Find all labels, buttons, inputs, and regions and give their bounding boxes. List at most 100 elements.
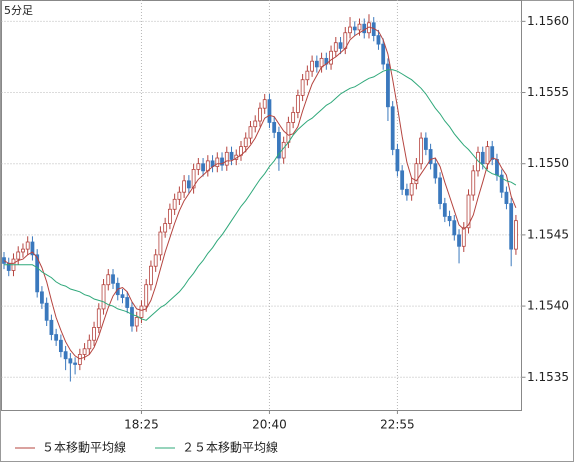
candle-body [438, 177, 442, 204]
candle-body [163, 223, 168, 233]
candle-body [258, 107, 262, 122]
y-tick-label: 1.1560 [527, 14, 569, 28]
candle-body [352, 26, 357, 31]
candle-body [49, 319, 54, 335]
candle-body [471, 170, 476, 196]
candle-body [120, 294, 125, 298]
candle-body [338, 42, 343, 49]
y-tick-label: 1.1550 [527, 156, 569, 170]
candle-body [73, 362, 77, 365]
candle-body [310, 60, 315, 72]
candle-body [125, 297, 130, 308]
candle-body [68, 358, 73, 364]
candle-body [461, 227, 466, 247]
candle-body [63, 351, 68, 360]
candle-body [30, 241, 35, 256]
candle-body [191, 169, 196, 189]
candle-body [348, 26, 352, 34]
candle-body [277, 131, 281, 159]
candle-body [419, 137, 424, 165]
candle-body [40, 291, 44, 304]
candle-body [96, 308, 101, 328]
candle-body [442, 203, 447, 217]
candle-body [182, 180, 187, 193]
candle-body [509, 203, 514, 250]
candle-body [480, 151, 485, 165]
candle-body [499, 174, 504, 193]
candle-body [149, 265, 153, 286]
candle-body [281, 141, 286, 159]
candle-body [54, 334, 59, 341]
candle-body [428, 149, 433, 165]
candle-body [139, 305, 144, 318]
x-tick-label: 20:40 [252, 418, 287, 432]
chart-title: 5分足 [4, 4, 33, 17]
candle-body [262, 99, 267, 109]
candle-body [167, 208, 172, 224]
candle-body [466, 194, 471, 229]
candle-body [386, 63, 390, 108]
candle-body [144, 284, 149, 307]
candle-body [400, 170, 405, 190]
candle-body [490, 146, 495, 160]
candle-body [253, 120, 258, 128]
x-tick-label: 22:55 [380, 418, 415, 432]
candle-body [92, 327, 96, 341]
candle-body [243, 137, 248, 148]
candle-body [21, 248, 25, 253]
candle-body [35, 254, 40, 293]
candle-body [220, 157, 224, 166]
candle-body [333, 42, 338, 52]
candle-body [485, 146, 490, 165]
candle-body [286, 122, 291, 143]
candle-body [300, 79, 305, 96]
candle-body [305, 70, 310, 81]
candle-body [248, 126, 253, 139]
candle-body [452, 220, 457, 236]
candle-body [357, 23, 362, 31]
candle-body [390, 106, 395, 150]
x-tick-label: 18:25 [124, 418, 159, 432]
y-tick-label: 1.1555 [527, 85, 569, 99]
candle-body [409, 183, 414, 196]
candle-body [87, 339, 92, 350]
candle-body [77, 354, 82, 365]
candle-body [111, 274, 115, 284]
candle-body [291, 112, 296, 123]
candle-body [153, 254, 158, 267]
candle-body [381, 43, 386, 65]
candle-body [134, 317, 139, 327]
candle-body [433, 163, 438, 179]
candle-body [504, 191, 509, 204]
candle-body [186, 180, 191, 189]
candle-body [314, 60, 319, 68]
y-tick-label: 1.1540 [527, 299, 569, 313]
candle-body [272, 122, 277, 133]
candle-body [101, 284, 106, 310]
candle-body [404, 188, 409, 196]
candle-body [319, 57, 324, 68]
y-tick-label: 1.1545 [527, 227, 569, 241]
candle-body [514, 220, 518, 250]
candle-body [295, 94, 300, 113]
candle-body [58, 339, 63, 353]
candle-body [16, 251, 21, 260]
ma-line [4, 69, 517, 321]
candle-body [25, 241, 30, 250]
plot-area [1, 0, 522, 411]
legend-label: ２５本移動平均線 [182, 440, 278, 455]
candle-body [376, 35, 381, 45]
candle-body [201, 163, 205, 172]
legend-label: ５本移動平均線 [42, 440, 126, 455]
candle-body [44, 302, 49, 321]
candle-body [106, 274, 111, 286]
candle-body [177, 191, 182, 200]
candle-body [158, 231, 163, 256]
candle-body [395, 149, 400, 172]
candle-body [362, 23, 367, 34]
candle-body [196, 163, 201, 170]
candle-body [329, 50, 333, 65]
